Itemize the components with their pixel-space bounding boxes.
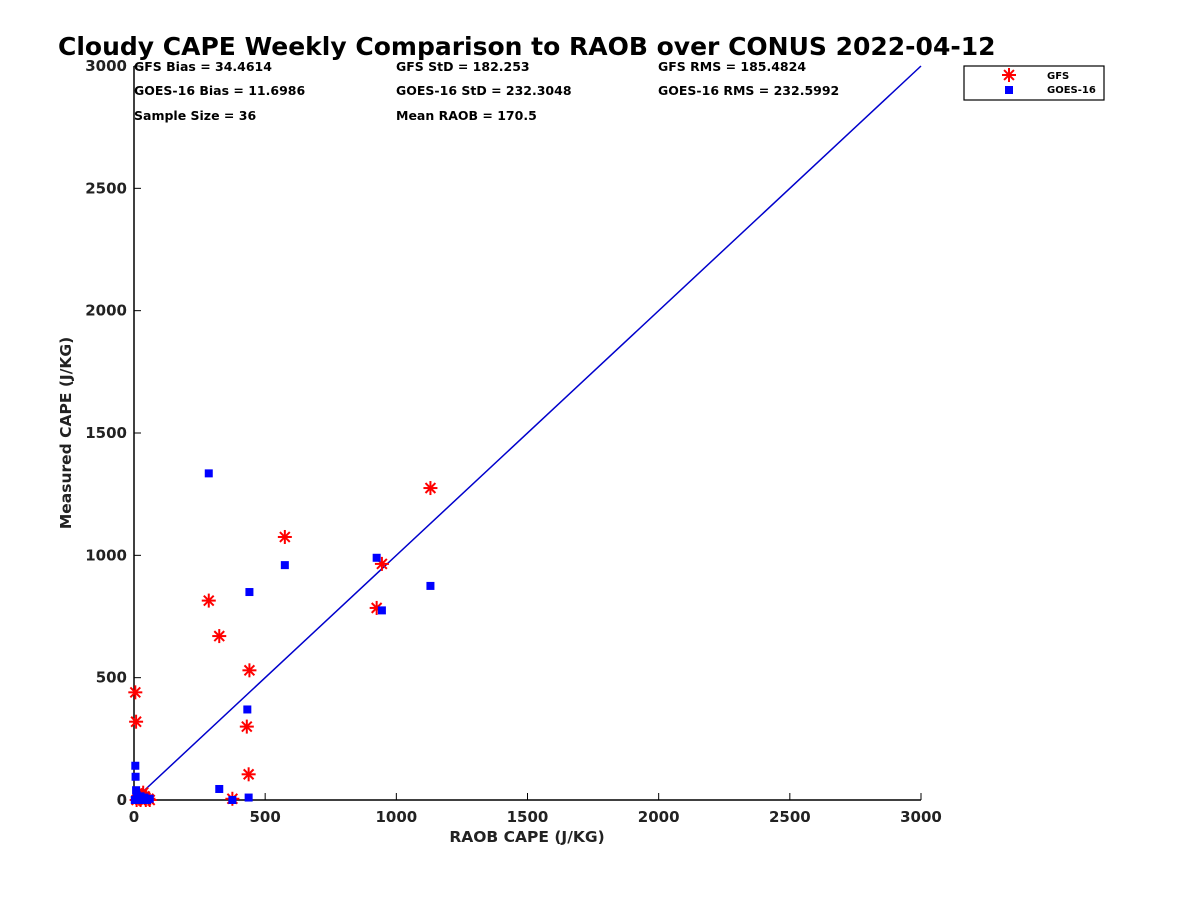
sample-size-stat: Sample Size = 36 <box>134 108 256 123</box>
legend-gfs-marker <box>1002 68 1016 82</box>
gfs-point <box>201 593 216 608</box>
stats-block: GFS Bias = 34.4614 GFS StD = 182.253 GFS… <box>134 59 839 123</box>
gfs-point <box>277 529 292 544</box>
y-tick-label: 3000 <box>85 57 127 75</box>
goes-16-point <box>228 796 237 804</box>
x-tick-label: 1000 <box>375 808 417 826</box>
legend: GFS GOES-16 <box>963 65 1105 101</box>
gfs-bias-stat: GFS Bias = 34.4614 <box>134 59 272 74</box>
goes-16-point <box>245 588 254 597</box>
legend-goes-symbol <box>1005 86 1013 94</box>
x-tick-label: 1500 <box>507 808 549 826</box>
goes-16-point <box>215 784 224 793</box>
y-tick-label: 1000 <box>85 546 127 564</box>
legend-gfs-label: GFS <box>1047 71 1069 82</box>
goes-16-point <box>131 761 140 770</box>
y-tick-label: 500 <box>96 669 127 687</box>
x-axis-label: RAOB CAPE (J/KG) <box>449 828 604 846</box>
y-tick-label: 0 <box>117 791 127 809</box>
goes-16-point <box>244 793 253 802</box>
x-tick-label: 500 <box>250 808 281 826</box>
axes <box>133 65 922 801</box>
gfs-point <box>239 719 254 734</box>
legend-goes-marker <box>1005 86 1013 94</box>
x-tick-label: 2500 <box>769 808 811 826</box>
gfs-point <box>242 663 257 678</box>
gfs-point <box>129 714 144 729</box>
data-points <box>128 469 438 807</box>
goes-16-point <box>243 705 252 714</box>
one-to-one-line <box>133 65 922 801</box>
x-tick-label: 3000 <box>900 808 942 826</box>
chart-title: Cloudy CAPE Weekly Comparison to RAOB ov… <box>58 32 996 61</box>
goes-16-point <box>377 606 386 615</box>
goes-bias-stat: GOES-16 Bias = 11.6986 <box>134 83 305 98</box>
y-tick-label: 1500 <box>85 424 127 442</box>
x-tick-label: 2000 <box>638 808 680 826</box>
y-tick-label: 2500 <box>85 179 127 197</box>
tick-labels: 0 500 1000 1500 2000 2500 3000 0 500 1000 1500 2000… <box>85 57 942 826</box>
goes-16-point <box>132 786 141 795</box>
gfs-point <box>423 481 438 496</box>
goes-16-point <box>131 772 140 781</box>
goes-16-point <box>145 794 154 803</box>
legend-box <box>963 65 1105 101</box>
goes-16-point <box>372 553 381 562</box>
goes-16-point <box>426 581 435 590</box>
x-tick-label: 0 <box>129 808 139 826</box>
legend-gfs-symbol <box>1002 68 1016 82</box>
goes-16-point <box>280 561 289 570</box>
gfs-point <box>241 767 256 782</box>
legend-goes-label: GOES-16 <box>1047 85 1096 96</box>
goes-16-point <box>204 469 213 478</box>
y-axis-label: Measured CAPE (J/KG) <box>57 337 75 529</box>
goes-std-stat: GOES-16 StD = 232.3048 <box>396 83 572 98</box>
gfs-std-stat: GFS StD = 182.253 <box>396 59 530 74</box>
mean-raob-stat: Mean RAOB = 170.5 <box>396 108 537 123</box>
y-tick-label: 2000 <box>85 302 127 320</box>
gfs-rms-stat: GFS RMS = 185.4824 <box>658 59 806 74</box>
gfs-point <box>212 629 227 644</box>
goes-rms-stat: GOES-16 RMS = 232.5992 <box>658 83 839 98</box>
gfs-point <box>128 685 143 700</box>
